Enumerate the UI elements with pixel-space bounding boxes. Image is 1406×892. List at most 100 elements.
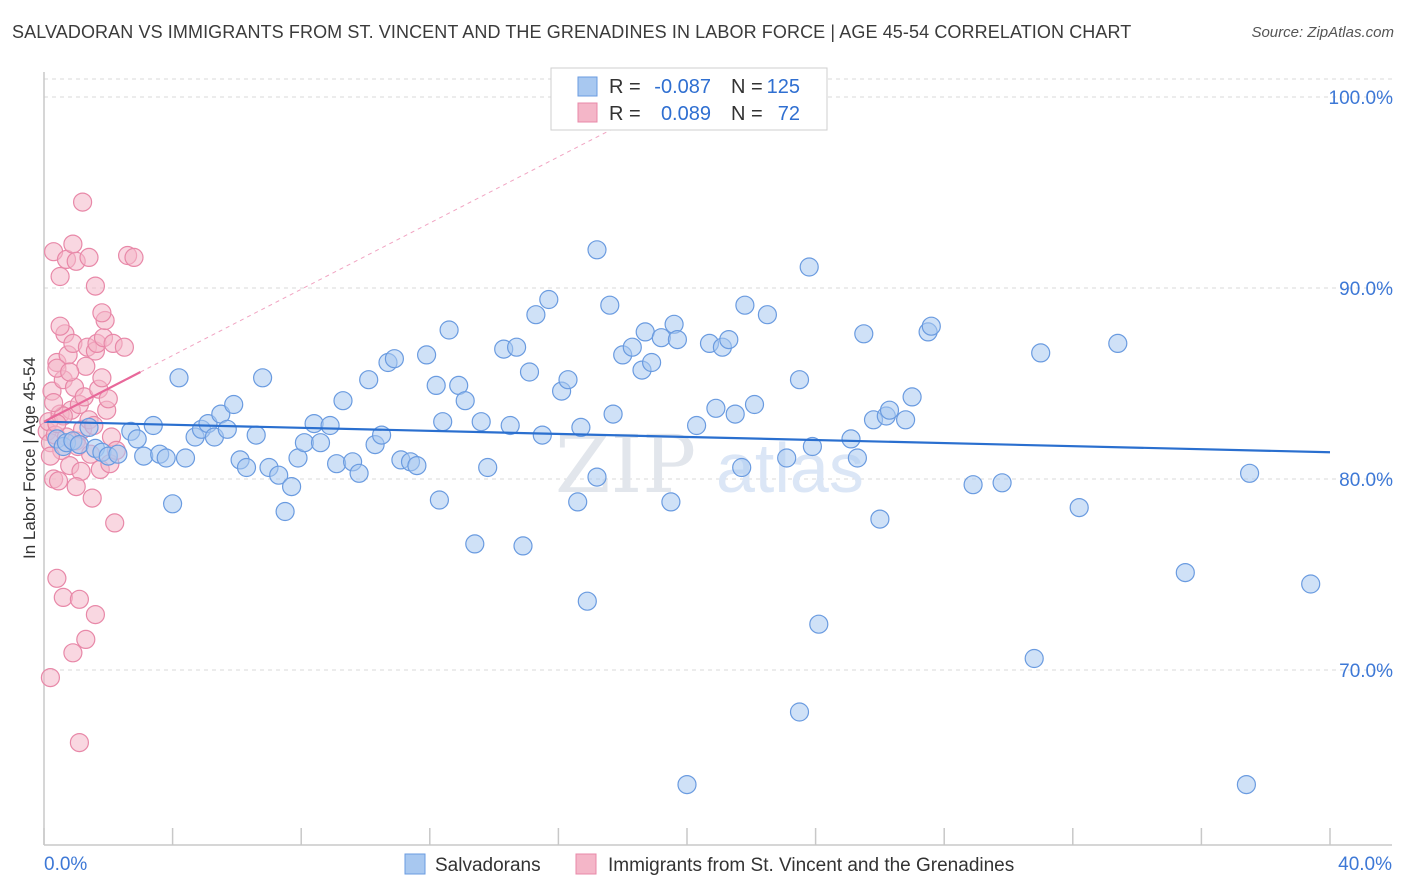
salvadorans-point-81 (641, 352, 662, 373)
salvadorans-point-105 (870, 509, 890, 529)
trend-line-salvadorans (43, 420, 1331, 454)
salvadorans-point-57 (465, 534, 485, 554)
salvadorans-point-82 (651, 328, 671, 348)
salvadorans-point-25 (224, 394, 244, 415)
salvadorans-point-85 (667, 330, 688, 350)
salvadorans-point-33 (282, 477, 302, 497)
immigrants-point-59 (76, 629, 96, 650)
trend-line-immigrants-extrapolated (140, 123, 623, 373)
salvadorans-point-80 (635, 322, 655, 342)
salvadorans-point-102 (847, 448, 868, 468)
salvadorans-point-92 (725, 404, 745, 424)
salvadorans-point-38 (320, 415, 340, 436)
immigrants-point-62 (69, 732, 90, 753)
bottom-legend-salvadorans: Salvadorans (435, 855, 541, 876)
salvadorans-point-24 (217, 419, 237, 439)
salvadorans-point-74 (587, 467, 607, 487)
salvadorans-point-109 (902, 387, 922, 407)
y-tick-label-100: 100.0% (1329, 88, 1394, 109)
salvadorans-point-72 (577, 591, 597, 611)
salvadorans-point-65 (526, 305, 546, 325)
salvadorans-point-37 (310, 433, 331, 453)
salvadorans-point-52 (426, 375, 446, 395)
legend-n-label-2: N = (731, 103, 763, 125)
immigrants-point-51 (85, 276, 106, 296)
salvadorans-point-69 (558, 370, 578, 390)
legend-n-label-1: N = (731, 76, 763, 98)
legend-r-value-2: 0.089 (661, 103, 711, 125)
salvadorans-point-87 (686, 415, 707, 436)
y-tick-label-80: 80.0% (1339, 470, 1393, 491)
immigrants-point-7 (48, 471, 69, 491)
salvadorans-point-15 (156, 448, 176, 468)
correlation-legend: R = -0.087 N = 125 R = 0.089 N = 72 (550, 67, 828, 131)
salvadorans-point-31 (269, 465, 289, 485)
salvadorans-point-63 (513, 536, 533, 556)
salvadorans-point-16 (163, 494, 183, 514)
source-label: Source: ZipAtlas.com (1251, 24, 1394, 41)
salvadorans-point-11 (127, 429, 147, 449)
salvadorans-point-111 (921, 316, 941, 336)
salvadorans-point-59 (478, 457, 498, 478)
salvadorans-point-120 (1239, 463, 1260, 483)
grid-lines (44, 78, 1392, 671)
immigrants-point-52 (92, 303, 112, 323)
immigrants-point-56 (53, 587, 73, 608)
trend-lines (43, 123, 1331, 454)
salvadorans-point-64 (519, 362, 540, 382)
salvadorans-point-47 (384, 349, 404, 369)
salvadorans-point-66 (532, 425, 552, 445)
salvadorans-point-99 (802, 436, 823, 457)
salvadorans-point-56 (455, 391, 475, 411)
immigrants-point-42 (105, 513, 125, 533)
salvadorans-point-118 (1175, 562, 1195, 583)
legend-swatch-blue (577, 76, 598, 97)
legend-n-value-2: 72 (778, 103, 800, 125)
y-tick-label-90: 90.0% (1339, 279, 1393, 300)
salvadorans-point-103 (854, 324, 874, 344)
immigrants-point-50 (79, 247, 99, 267)
immigrants-point-28 (82, 488, 102, 508)
salvadorans-point-53 (429, 490, 449, 510)
salvadorans-point-27 (236, 457, 257, 478)
immigrants-point-71 (43, 393, 64, 413)
chart-title: SALVADORAN VS IMMIGRANTS FROM ST. VINCEN… (12, 22, 1132, 42)
salvadorans-point-9 (108, 444, 128, 464)
bottom-legend-immigrants: Immigrants from St. Vincent and the Gren… (608, 855, 1014, 876)
salvadorans-point-116 (1069, 498, 1089, 518)
legend-r-value-1: -0.087 (654, 76, 711, 98)
salvadorans-point-91 (719, 330, 739, 350)
salvadorans-point-121 (1301, 574, 1321, 594)
salvadorans-point-4 (69, 435, 90, 455)
legend-swatch-pink (577, 102, 598, 123)
salvadorans-point-35 (294, 433, 314, 453)
salvadorans-point-96 (777, 448, 797, 468)
immigrants-point-67 (60, 362, 80, 382)
immigrants-point-54 (124, 247, 144, 267)
legend-r-label-1: R = (609, 76, 641, 98)
salvadorans-point-71 (571, 417, 591, 437)
salvadorans-point-61 (500, 415, 520, 436)
immigrants-point-47 (63, 234, 83, 254)
salvadorans-point-115 (1031, 343, 1051, 363)
immigrants-point-57 (63, 643, 83, 663)
legend-r-label-2: R = (609, 103, 641, 125)
salvadorans-point-123 (744, 394, 765, 415)
salvadorans-point-40 (333, 391, 353, 411)
salvadorans-point-67 (539, 289, 559, 310)
salvadorans-point-5 (79, 417, 99, 437)
salvadorans-point-119 (1236, 774, 1257, 795)
salvadorans-point-36 (304, 414, 324, 434)
watermark: ZIP atlas (555, 418, 864, 511)
salvadorans-point-113 (992, 473, 1012, 493)
immigrants-point-63 (66, 477, 86, 497)
x-tick-label-max: 40.0% (1338, 854, 1392, 875)
salvadorans-point-122 (789, 702, 810, 722)
bottom-legend-swatch-salvadorans (404, 853, 426, 875)
legend-n-value-1: 125 (767, 76, 800, 98)
salvadorans-point-107 (879, 400, 900, 420)
salvadorans-point-17 (169, 368, 189, 388)
salvadorans-point-43 (359, 370, 379, 390)
y-tick-label-70: 70.0% (1339, 661, 1393, 682)
